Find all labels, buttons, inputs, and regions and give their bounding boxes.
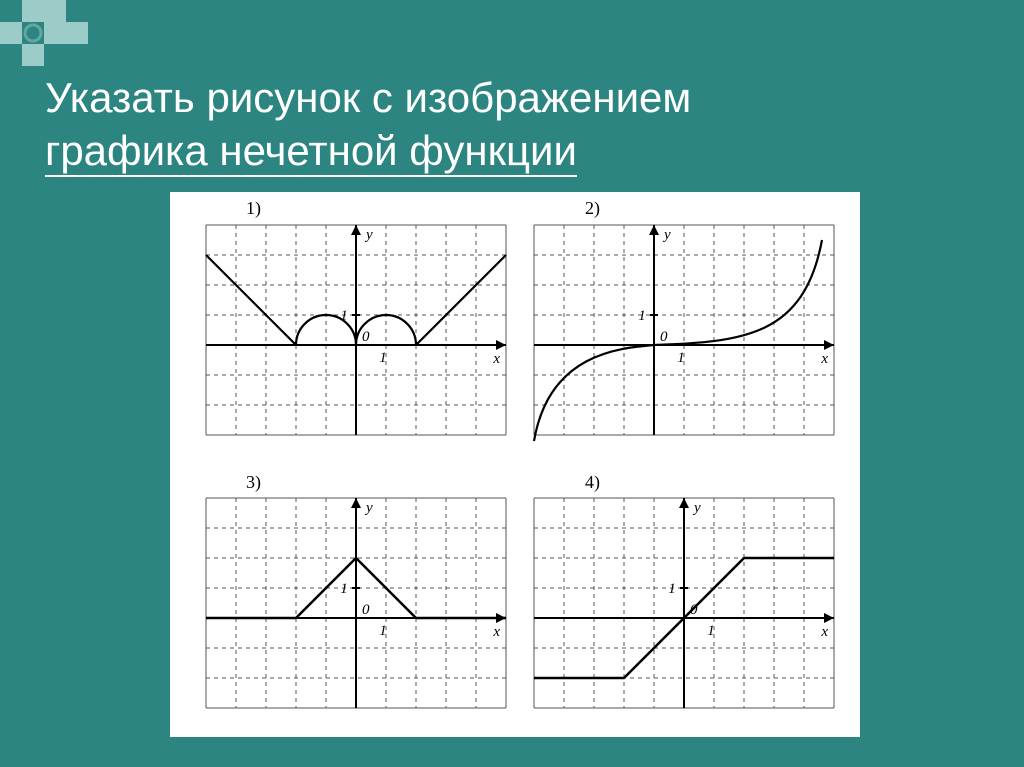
svg-text:1: 1 (638, 308, 646, 324)
title-line-2: графика нечетной функции (45, 127, 577, 177)
svg-text:0: 0 (660, 329, 668, 345)
svg-text:x: x (492, 624, 500, 640)
chart-3: x y 01 1 (198, 490, 514, 716)
svg-text:1: 1 (340, 581, 348, 597)
svg-text:1: 1 (379, 623, 387, 639)
slide-title: Указать рисунок с изображением графика н… (45, 72, 691, 177)
svg-text:y: y (662, 227, 671, 243)
chart-1: xy011 (198, 217, 514, 443)
charts-container: 1)xy0112)xy0113)xy0114)xy011 (170, 192, 860, 737)
chart-4: xy011 (526, 490, 842, 716)
title-line-1: Указать рисунок с изображением (45, 74, 691, 121)
svg-text:1: 1 (707, 623, 715, 639)
svg-text:y: y (364, 500, 373, 516)
svg-text:y: y (692, 500, 701, 516)
svg-text:0: 0 (362, 329, 370, 345)
svg-text:x: x (820, 351, 828, 367)
svg-text:1: 1 (677, 350, 685, 366)
charts-panel: 1)xy0112)xy0113)xy0114)xy011 (170, 192, 860, 737)
svg-text:x: x (492, 351, 500, 367)
svg-text:x: x (820, 624, 828, 640)
chart-label-1: 1) (246, 198, 261, 219)
chart-label-2: 2) (585, 198, 600, 219)
svg-text:1: 1 (668, 581, 676, 597)
chart-2: x y 01 1 (526, 217, 842, 443)
svg-text:1: 1 (379, 350, 387, 366)
svg-text:0: 0 (362, 602, 370, 618)
svg-text:y: y (364, 227, 373, 243)
